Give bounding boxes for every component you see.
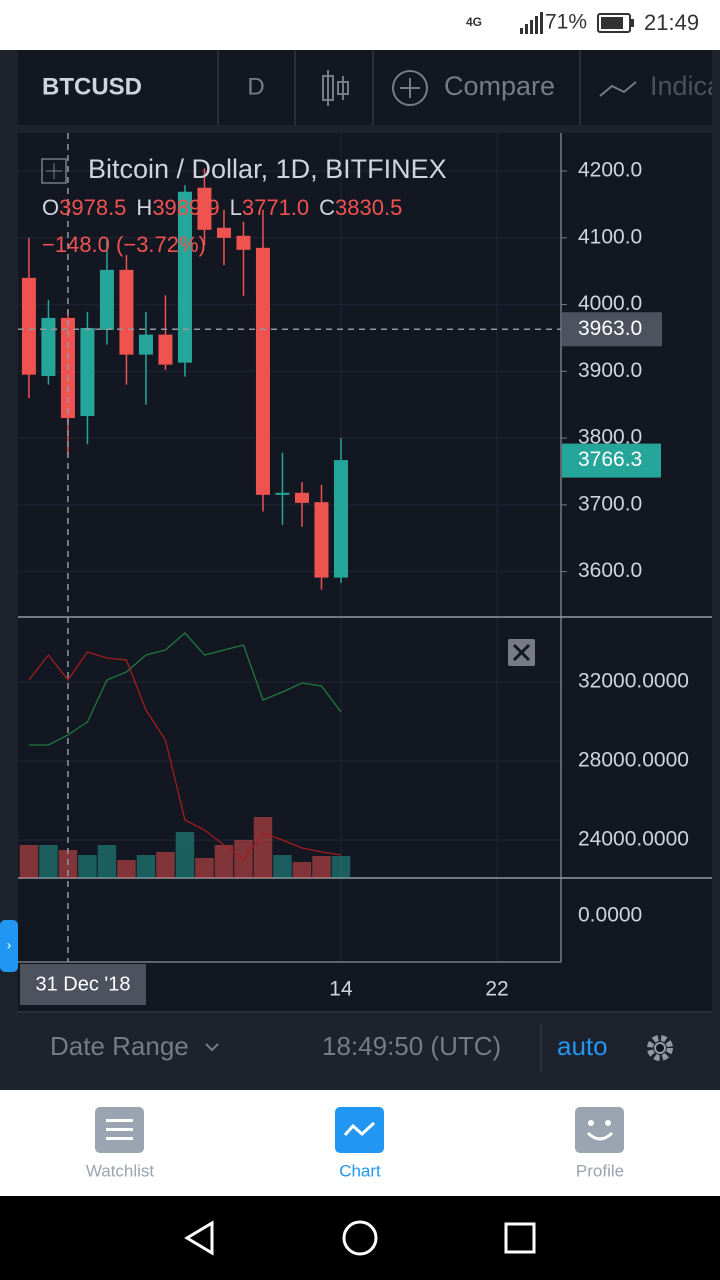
volume-bar (253, 817, 273, 878)
status-bar (0, 0, 720, 50)
indicator-tick-label: 24000.0000 (578, 828, 689, 851)
candle-body (119, 269, 134, 355)
volume-bar (175, 832, 195, 878)
interval[interactable]: D (247, 73, 264, 100)
nav-profile[interactable]: Profile (576, 1161, 624, 1180)
x-tick-label: 14 (329, 978, 353, 1001)
change: −148.0 (−3.72%) (42, 232, 206, 257)
battery-level: 71% (545, 11, 587, 34)
y-tick-label: 3700.0 (578, 492, 642, 515)
date-range[interactable]: Date Range (50, 1031, 189, 1061)
candle-body (21, 277, 36, 375)
ohlc-value: 3978.5 (59, 195, 126, 220)
y-tick-label: 3900.0 (578, 359, 642, 382)
chart-icon[interactable] (335, 1107, 384, 1153)
candle-body (294, 492, 309, 503)
side-handle[interactable]: › (0, 920, 18, 972)
volume-bar (195, 858, 214, 878)
profile-icon[interactable] (575, 1107, 624, 1153)
volume-bar (78, 855, 97, 878)
candle-body (255, 247, 270, 495)
x-tick-label: 22 (485, 978, 508, 1001)
compare[interactable]: Compare (444, 71, 555, 101)
settings-icon[interactable] (647, 1035, 673, 1061)
ohlc-key: O (42, 195, 59, 220)
y-tick-label: 3800.0 (578, 426, 642, 449)
ohlc-value: 3989.9 (152, 195, 219, 220)
close-pane-button[interactable] (508, 639, 535, 666)
volume-bar (39, 845, 58, 878)
dropdown-caret (205, 1043, 219, 1052)
candle-body (314, 502, 329, 578)
candle-body (177, 191, 192, 363)
symbol[interactable]: BTCUSD (42, 73, 142, 100)
y-tick-label: 4000.0 (578, 292, 642, 315)
back-button[interactable] (184, 1220, 214, 1256)
y-tick-label: 4200.0 (578, 159, 642, 182)
candle-body (158, 334, 173, 365)
toolbar (18, 50, 712, 125)
clock: 21:49 (644, 10, 699, 35)
system-nav (0, 1196, 720, 1280)
recents-button[interactable] (504, 1222, 536, 1254)
home-button[interactable] (342, 1220, 378, 1256)
volume-bar (19, 845, 39, 878)
signal-icon (520, 12, 543, 34)
candle-body (41, 317, 56, 377)
volume-bar (331, 856, 351, 878)
indicators[interactable]: Indicators (650, 71, 720, 101)
chart-title: Bitcoin / Dollar, 1D, BITFINEX (88, 154, 447, 184)
legend-toggle[interactable] (41, 158, 67, 184)
volume-bar (97, 845, 117, 878)
oscillator-tick-label: 0.0000 (578, 904, 642, 927)
y-tick-label: 4100.0 (578, 225, 642, 248)
clock-utc: 18:49:50 (UTC) (322, 1031, 501, 1061)
volume-bar (156, 852, 175, 878)
auto-scale[interactable]: auto (557, 1031, 608, 1061)
ohlc-value: 3771.0 (242, 195, 309, 220)
candle-body (99, 269, 114, 330)
candle-body (138, 334, 153, 355)
crosshair-date-box (20, 964, 146, 1005)
indicator-line (28, 651, 342, 861)
ohlc-key: C (319, 195, 335, 220)
watchlist-icon[interactable] (95, 1107, 144, 1153)
ohlc-key: H (136, 195, 152, 220)
candle-body (333, 460, 348, 578)
volume-bar (117, 860, 136, 878)
volume-bar (312, 856, 331, 878)
candle-body (275, 492, 290, 495)
indicator-line (28, 632, 342, 746)
crosshair-price-label: 3963.0 (578, 317, 642, 340)
indicator-tick-label: 28000.0000 (578, 749, 689, 772)
ohlc-key: L (230, 195, 242, 220)
chart-style-icon[interactable] (322, 70, 349, 106)
volume-bar (136, 855, 156, 878)
candle-body (236, 235, 251, 250)
ohlc-value: 3830.5 (335, 195, 402, 220)
volume-bar (273, 855, 292, 878)
last-price-box (562, 443, 661, 478)
nav-watchlist[interactable]: Watchlist (86, 1161, 155, 1180)
ohlc-legend: O3978.5 H3989.9 L3771.0 C3830.5 (42, 195, 402, 220)
y-tick-label: 3600.0 (578, 559, 642, 582)
svg-text:›: › (7, 937, 12, 953)
crosshair-price-box (562, 312, 662, 347)
candle-body (80, 327, 95, 417)
indicators-icon[interactable] (599, 81, 637, 97)
crosshair-date-label: 31 Dec '18 (36, 973, 131, 995)
candle-body (197, 187, 212, 230)
compare-icon[interactable] (392, 70, 428, 106)
network: 4G (466, 15, 482, 29)
battery-icon (597, 13, 634, 33)
last-price-label: 3766.3 (578, 448, 642, 471)
volume-bar (214, 845, 234, 878)
nav-chart[interactable]: Chart (339, 1161, 381, 1180)
indicator-tick-label: 32000.0000 (578, 670, 689, 693)
candle-body (216, 227, 231, 238)
toolbar-dividers (217, 50, 581, 125)
volume-bar (292, 862, 312, 878)
